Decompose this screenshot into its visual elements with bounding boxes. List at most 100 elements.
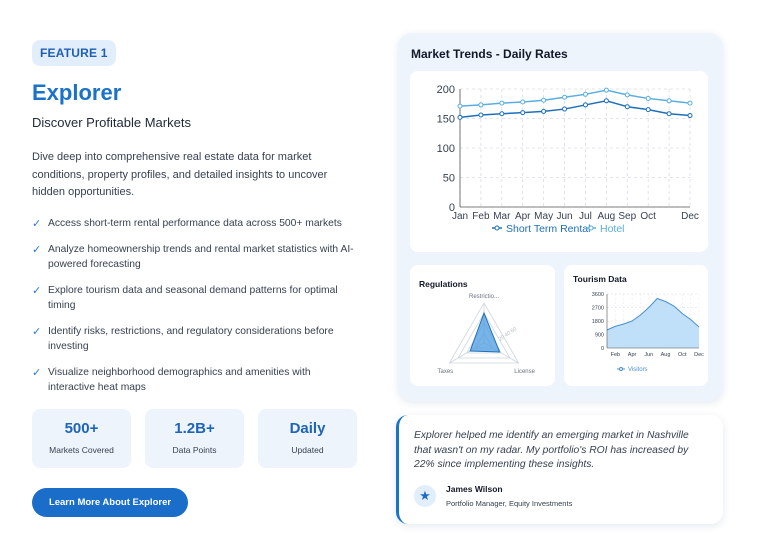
testimonial-author: ★ James Wilson Portfolio Manager, Equity… [414,484,708,508]
stat-label: Markets Covered [49,445,114,455]
data-point [457,114,463,120]
stat-card-markets: 500+ Markets Covered [32,409,131,468]
x-tick-label: Jun [556,211,572,222]
y-tick-label: 900 [595,333,604,339]
feature-title: Explorer [32,80,122,105]
check-icon: ✓ [32,217,42,230]
dashboard-preview: Market Trends - Daily Rates 0 50 100 150 200… [398,33,723,401]
learn-more-button[interactable]: Learn More About Explorer [32,488,188,517]
stats-row: 500+ Markets Covered 1.2B+ Data Points D… [32,409,357,468]
feature-item-text: Visualize neighborhood demographics and … [48,367,311,393]
x-tick-label: Apr [628,352,637,358]
series-line-short-term-rental [459,100,691,119]
stat-card-data-points: 1.2B+ Data Points [145,409,244,468]
data-point [666,98,672,104]
testimonial-quote: Explorer helped me identify an emerging … [414,430,689,470]
y-tick-label: 3600 [592,292,604,298]
x-tick-label: Dec [681,211,699,222]
radar-scale-label: 20 [498,334,506,342]
x-tick-label: Jul [579,211,592,222]
feature-item: ✓ Visualize neighborhood demographics and… [32,366,362,395]
feature-item-text: Access short-term rental performance dat… [48,217,342,229]
data-point [687,113,693,119]
feature-item: ✓ Identify risks, restrictions, and regul… [32,325,362,354]
stat-value: Daily [289,420,326,437]
feature-item: ✓ Analyze homeownership trends and rental… [32,243,362,272]
radar-scale-label: 40 [504,330,512,338]
x-tick-label: Mar [493,211,511,222]
feature-section: FEATURE 1 Explorer Discover Profitable M… [32,40,362,407]
x-tick-label: Jan [452,211,468,222]
star-icon: ★ [414,484,436,507]
y-tick-label: 200 [437,84,455,96]
y-tick-label: 0 [449,202,455,214]
x-tick-label: Sep [618,211,636,222]
data-point [624,92,630,98]
x-tick-label: Feb [611,352,620,358]
feature-item-text: Analyze homeownership trends and rental … [48,244,354,270]
testimonial-card: Explorer helped me identify an emerging … [396,415,723,524]
data-point [478,112,484,118]
tourism-card: Tourism Data 0 900 1800 2700 3600 Feb Apr Jun Au… [564,265,708,386]
x-tick-label: Aug [661,352,671,358]
tourism-area-svg: 0 900 1800 2700 3600 Feb Apr Jun Aug Oct Dec Visito… [592,292,704,373]
data-point [687,100,693,106]
x-tick-label: Dec [694,352,704,358]
data-point [499,100,505,106]
data-point [457,103,463,109]
y-tick-label: 150 [437,114,455,126]
y-tick-label: 0 [601,346,604,352]
check-icon: ✓ [32,367,42,379]
x-tick-label: Oct [640,211,656,222]
radar-axis-label: License [514,369,535,375]
feature-item-text: Explore tourism data and seasonal demand… [48,285,338,311]
legend-marker [588,225,594,231]
data-point [499,111,505,117]
feature-badge: FEATURE 1 [32,40,116,66]
data-point [520,99,526,105]
tourism-title: Tourism Data [573,274,627,284]
regulations-title: Regulations [419,279,468,289]
data-point [603,98,609,104]
market-trends-chart: 0 50 100 150 200 Jan Feb Mar Apr May Jun Jul Aug Sep O… [410,71,708,252]
radar-axis-label: Restrictio... [469,294,499,300]
legend-marker [619,367,623,371]
x-tick-label: Oct [678,352,687,358]
series-line-hotel [459,89,691,107]
stat-card-updated: Daily Updated [258,409,357,468]
data-point [666,111,672,117]
legend-label: Hotel [600,223,625,235]
check-icon: ✓ [32,326,42,338]
x-tick-label: Apr [515,211,531,222]
stat-value: 500+ [64,420,99,437]
feature-description: Dive deep into comprehensive real estate… [32,151,328,198]
y-tick-label: 2700 [592,306,604,312]
area-fill-visitors [607,298,699,348]
author-role: Portfolio Manager, Equity Investments [446,498,573,508]
check-icon: ✓ [32,285,42,297]
legend-marker [494,225,500,231]
check-icon: ✓ [32,244,42,256]
radar-scale-label: 60 [510,326,518,334]
radar-grid-ring [448,302,520,364]
x-tick-label: May [534,211,553,222]
market-trends-svg: 0 50 100 150 200 Jan Feb Mar Apr May Jun Jul Aug Sep O… [437,84,699,235]
regulations-card: Regulations 20 40 60 Restrictio... License Ta… [410,265,555,386]
data-point [541,108,547,114]
stat-label: Updated [291,445,324,455]
x-tick-label: Feb [472,211,490,222]
feature-subtitle: Discover Profitable Markets [32,115,191,130]
legend-label: Visitors [628,367,648,373]
data-point [645,95,651,101]
dashboard-title: Market Trends - Daily Rates [411,47,568,61]
data-point [520,110,526,116]
area-line-visitors [606,297,700,331]
y-tick-label: 1800 [592,319,604,325]
data-point [562,106,568,112]
data-point [541,97,547,103]
data-point [478,102,484,108]
data-point [603,87,609,93]
x-tick-label: Aug [597,211,615,222]
data-point [645,107,651,113]
